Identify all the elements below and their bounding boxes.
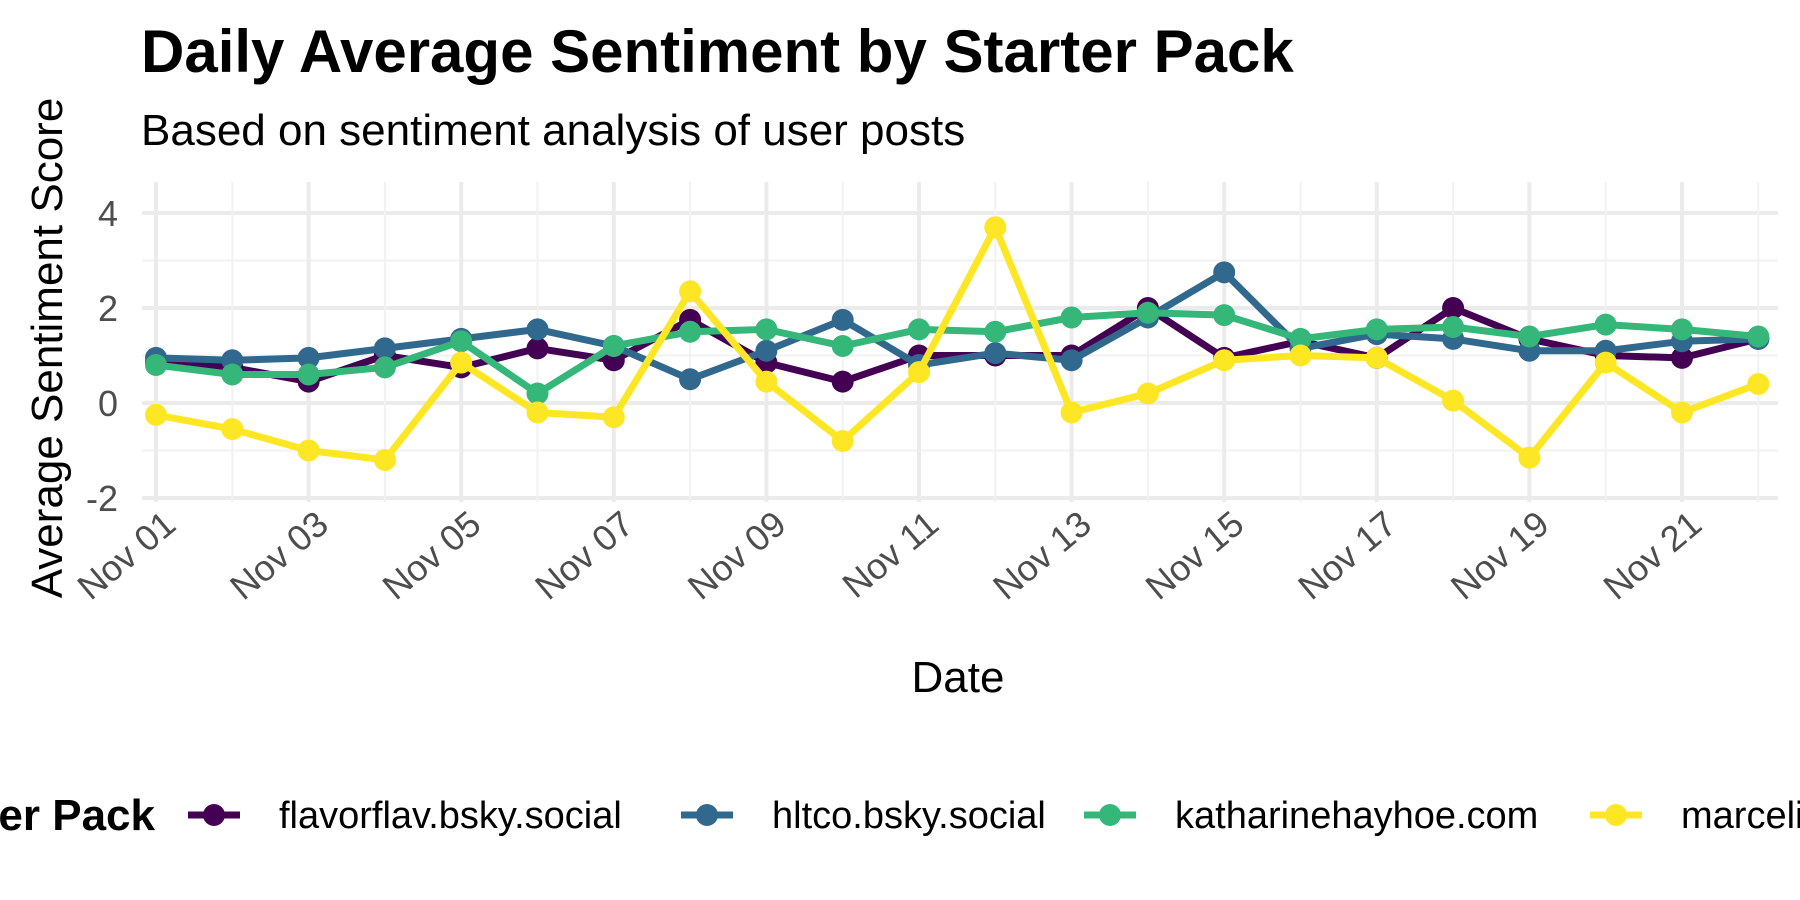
legend-item: katharinehayhoe.com [1084,795,1538,837]
x-axis-label: Date [912,653,1005,702]
data-point [1365,318,1388,341]
data-point [1671,346,1693,369]
data-point [1594,351,1617,374]
data-point [297,346,320,369]
x-tick-label: Nov 07 [527,503,641,608]
data-point [373,337,396,360]
data-point [602,335,625,357]
data-point [221,363,244,386]
legend-key-point [1099,804,1121,826]
chart-title: Daily Average Sentiment by Starter Pack [141,18,1294,85]
data-point [1518,446,1541,469]
data-point [984,320,1007,343]
y-tick-label: -2 [86,478,118,519]
data-point [755,370,778,393]
data-point [831,335,854,357]
x-tick-label: Nov 19 [1443,503,1557,608]
legend-label: katharinehayhoe.com [1175,795,1538,837]
legend-key-point [696,804,718,826]
data-point [1442,297,1465,319]
series-3 [145,301,1770,405]
series-line [152,309,1762,397]
y-tick-label: 4 [98,193,118,234]
data-point [679,320,702,343]
series-line [152,223,1762,464]
data-point [1136,382,1159,405]
data-point [526,401,549,424]
data-point [526,318,549,341]
data-point [450,351,473,374]
data-point [1518,325,1541,348]
data-point [831,370,854,393]
y-tick-label: 2 [98,288,118,329]
data-point [145,354,167,376]
x-tick-label: Nov 13 [985,503,1099,608]
series-4 [145,216,1770,471]
data-point [984,216,1007,239]
data-point [450,330,473,353]
data-point [1442,389,1465,412]
data-point [1213,349,1236,372]
legend-title: Starter Pack [0,791,156,840]
chart-subtitle: Based on sentiment analysis of user post… [141,106,965,155]
data-point [984,342,1007,365]
data-point [1365,346,1388,369]
data-point [831,308,854,331]
data-point [145,403,167,426]
x-tick-label: Nov 15 [1138,503,1252,608]
data-point [1594,313,1617,336]
data-point [679,368,702,391]
series-line [152,268,1762,383]
data-point [373,449,396,471]
data-point [755,318,778,341]
data-point [831,430,854,452]
legend-label: flavorflav.bsky.social [279,795,622,837]
data-point [1213,304,1236,327]
data-point [526,337,549,360]
data-point [1289,344,1312,367]
data-point [908,361,930,384]
data-point [1671,401,1693,424]
legend-key-point [203,804,225,826]
data-point [373,356,396,379]
data-point [1747,325,1770,348]
legend: Starter Pack flavorflav.bsky.social hltco.… [0,791,1800,840]
y-axis-label: Average Sentiment Score [23,98,72,599]
data-point [526,382,549,405]
x-tick-label: Nov 03 [222,503,336,608]
x-tick-label: Nov 17 [1290,503,1404,608]
data-point [1060,306,1083,329]
data-point [1671,318,1693,341]
x-tick-label: Nov 09 [680,503,794,608]
data-point [1136,301,1159,324]
legend-label: hltco.bsky.social [772,795,1046,837]
legend-item: marcelinewall.bsky.social [1590,795,1800,837]
data-point [297,363,320,386]
data-point [1213,261,1236,284]
legend-item: flavorflav.bsky.social [188,795,622,837]
data-point [1060,401,1083,424]
data-point [602,406,625,429]
data-point [908,318,930,341]
data-point [1747,373,1770,395]
series-line [152,304,1762,386]
series-lines [145,216,1770,471]
x-tick-label: Nov 05 [375,503,489,608]
legend-item: hltco.bsky.social [681,795,1046,837]
data-point [297,439,320,462]
data-point [1442,316,1465,338]
data-point [755,339,778,362]
data-point [679,280,702,303]
legend-label: marcelinewall.bsky.social [1681,795,1800,837]
data-point [1289,327,1312,350]
data-point [221,418,244,441]
legend-key-point [1605,804,1627,826]
data-point [1060,349,1083,372]
x-tick-label: Nov 11 [834,503,946,606]
y-tick-label: 0 [98,383,118,424]
x-tick-label: Nov 21 [1595,503,1709,608]
